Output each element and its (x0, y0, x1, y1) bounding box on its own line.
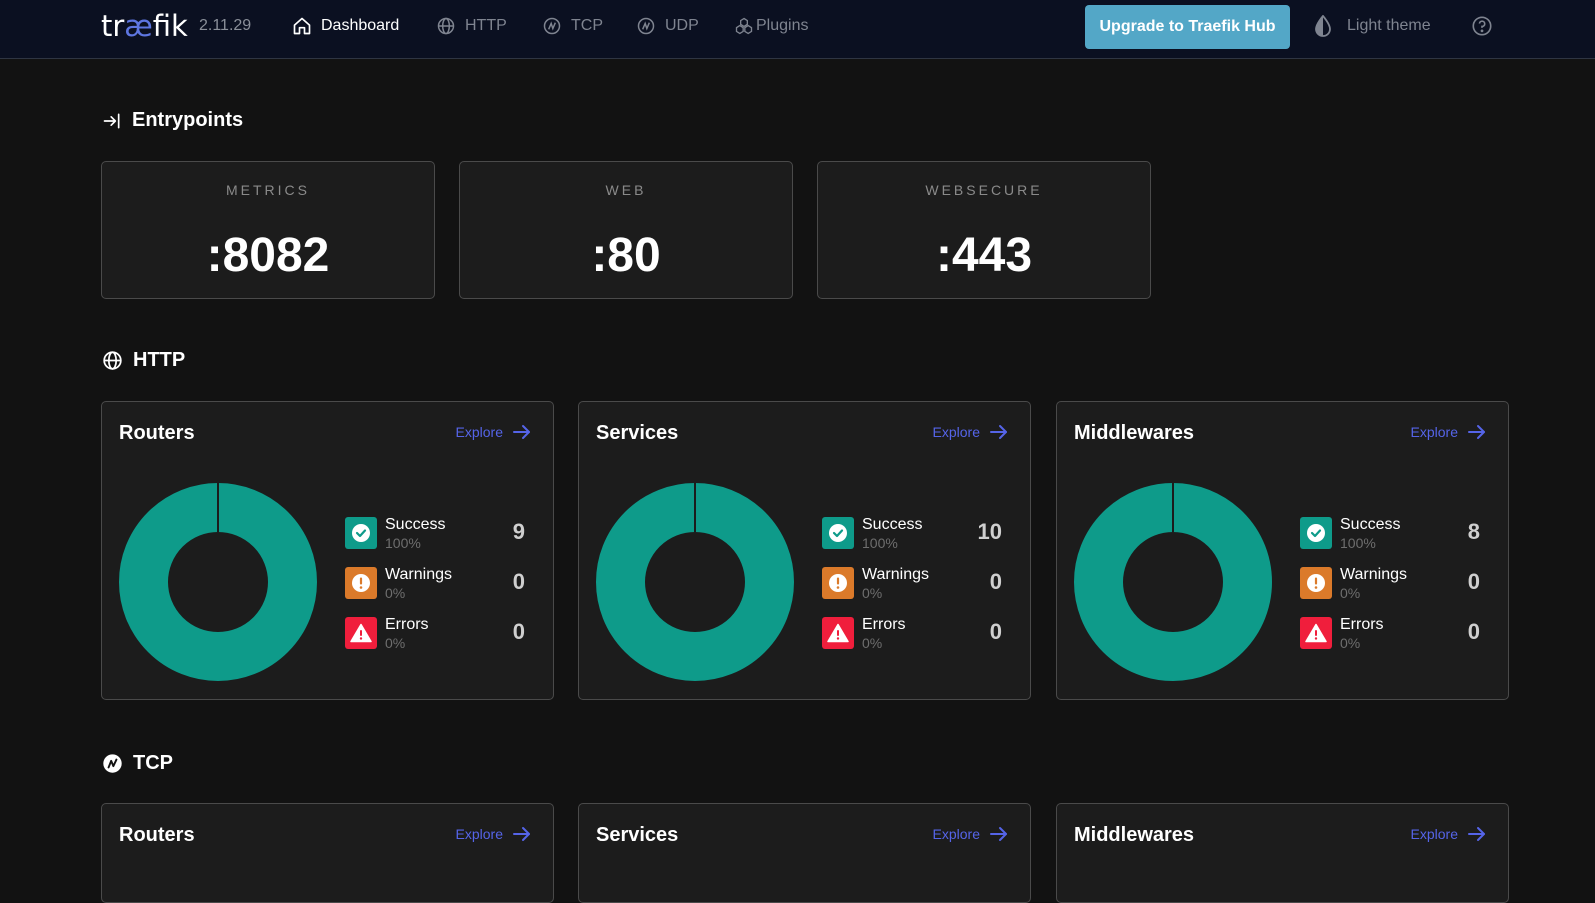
http-routers-card: Routers Explore Success 100% 9 Warnings … (101, 401, 554, 700)
help-icon (1472, 16, 1492, 36)
explore-link[interactable]: Explore (1411, 826, 1486, 842)
entrypoint-card-web: WEB :80 (459, 161, 793, 299)
status-legend: Success 100% 9 Warnings 0% 0 Errors 0% 0 (345, 516, 535, 666)
http-heading: HTTP (102, 349, 185, 372)
nav-udp[interactable]: UDP (636, 15, 699, 37)
card-title: Middlewares (1074, 824, 1195, 846)
entrypoint-name: WEB (605, 182, 647, 198)
tcp-icon (103, 754, 122, 773)
arrow-right-icon (513, 827, 530, 841)
nav-plugins[interactable]: Plugins (734, 15, 808, 37)
top-navigation-bar: træfik 2.11.29 Dashboard HTTP TCP UDP Pl… (0, 0, 1595, 59)
version-label: 2.11.29 (199, 17, 252, 34)
entrypoint-card-websecure: WEBSECURE :443 (817, 161, 1151, 299)
tcp-services-card: Services Explore (578, 803, 1031, 903)
card-title: Routers (119, 824, 195, 846)
explore-link[interactable]: Explore (456, 424, 531, 440)
legend-success: Success 100% 10 (822, 516, 1012, 566)
warning-icon (1300, 567, 1332, 599)
legend-warnings: Warnings 0% 0 (1300, 566, 1490, 616)
card-title: Routers (119, 422, 195, 444)
help-button[interactable] (1471, 15, 1493, 42)
plugins-icon (735, 17, 753, 35)
legend-success: Success 100% 8 (1300, 516, 1490, 566)
http-middlewares-card: Middlewares Explore Success 100% 8 Warni… (1056, 401, 1509, 700)
card-title: Middlewares (1074, 422, 1195, 444)
explore-link[interactable]: Explore (933, 424, 1008, 440)
error-icon (345, 617, 377, 649)
legend-warnings: Warnings 0% 0 (822, 566, 1012, 616)
arrow-right-icon (1468, 425, 1485, 439)
explore-link[interactable]: Explore (933, 826, 1008, 842)
arrow-right-icon (513, 425, 530, 439)
entrypoint-port: :8082 (206, 229, 330, 282)
arrow-right-icon (1468, 827, 1485, 841)
status-donut-chart (1074, 483, 1272, 681)
arrow-right-icon (990, 827, 1007, 841)
entrypoint-name: METRICS (226, 182, 310, 198)
nav-http[interactable]: HTTP (436, 15, 507, 37)
explore-link[interactable]: Explore (456, 826, 531, 842)
nav-tcp[interactable]: TCP (542, 15, 603, 37)
home-icon (293, 17, 311, 35)
legend-errors: Errors 0% 0 (822, 616, 1012, 666)
udp-icon (637, 17, 655, 35)
entrypoint-arrow-icon (103, 113, 120, 128)
drop-icon (1315, 15, 1331, 37)
warning-icon (822, 567, 854, 599)
tcp-heading: TCP (102, 752, 173, 775)
globe-icon (437, 17, 455, 35)
nav-dashboard[interactable]: Dashboard (292, 15, 399, 37)
error-icon (1300, 617, 1332, 649)
status-legend: Success 100% 10 Warnings 0% 0 Errors 0% … (822, 516, 1012, 666)
card-title: Services (596, 824, 679, 846)
arrow-right-icon (990, 425, 1007, 439)
legend-warnings: Warnings 0% 0 (345, 566, 535, 616)
warning-icon (345, 567, 377, 599)
legend-success: Success 100% 9 (345, 516, 535, 566)
tcp-routers-card: Routers Explore (101, 803, 554, 903)
tcp-middlewares-card: Middlewares Explore (1056, 803, 1509, 903)
traefik-logo[interactable]: træfik (101, 9, 188, 43)
success-icon (822, 517, 854, 549)
status-donut-chart (119, 483, 317, 681)
upgrade-to-hub-button[interactable]: Upgrade to Traefik Hub (1085, 5, 1290, 49)
entrypoints-heading: Entrypoints (102, 109, 243, 132)
entrypoint-card-metrics: METRICS :8082 (101, 161, 435, 299)
theme-toggle[interactable]: Light theme (1313, 15, 1431, 37)
success-icon (345, 517, 377, 549)
legend-errors: Errors 0% 0 (1300, 616, 1490, 666)
entrypoint-port: :80 (591, 229, 661, 282)
http-services-card: Services Explore Success 100% 10 Warning… (578, 401, 1031, 700)
status-legend: Success 100% 8 Warnings 0% 0 Errors 0% 0 (1300, 516, 1490, 666)
error-icon (822, 617, 854, 649)
entrypoint-name: WEBSECURE (925, 182, 1043, 198)
explore-link[interactable]: Explore (1411, 424, 1486, 440)
card-title: Services (596, 422, 679, 444)
tcp-icon (543, 17, 561, 35)
status-donut-chart (596, 483, 794, 681)
globe-icon (103, 351, 122, 370)
entrypoint-port: :443 (935, 229, 1033, 282)
legend-errors: Errors 0% 0 (345, 616, 535, 666)
success-icon (1300, 517, 1332, 549)
